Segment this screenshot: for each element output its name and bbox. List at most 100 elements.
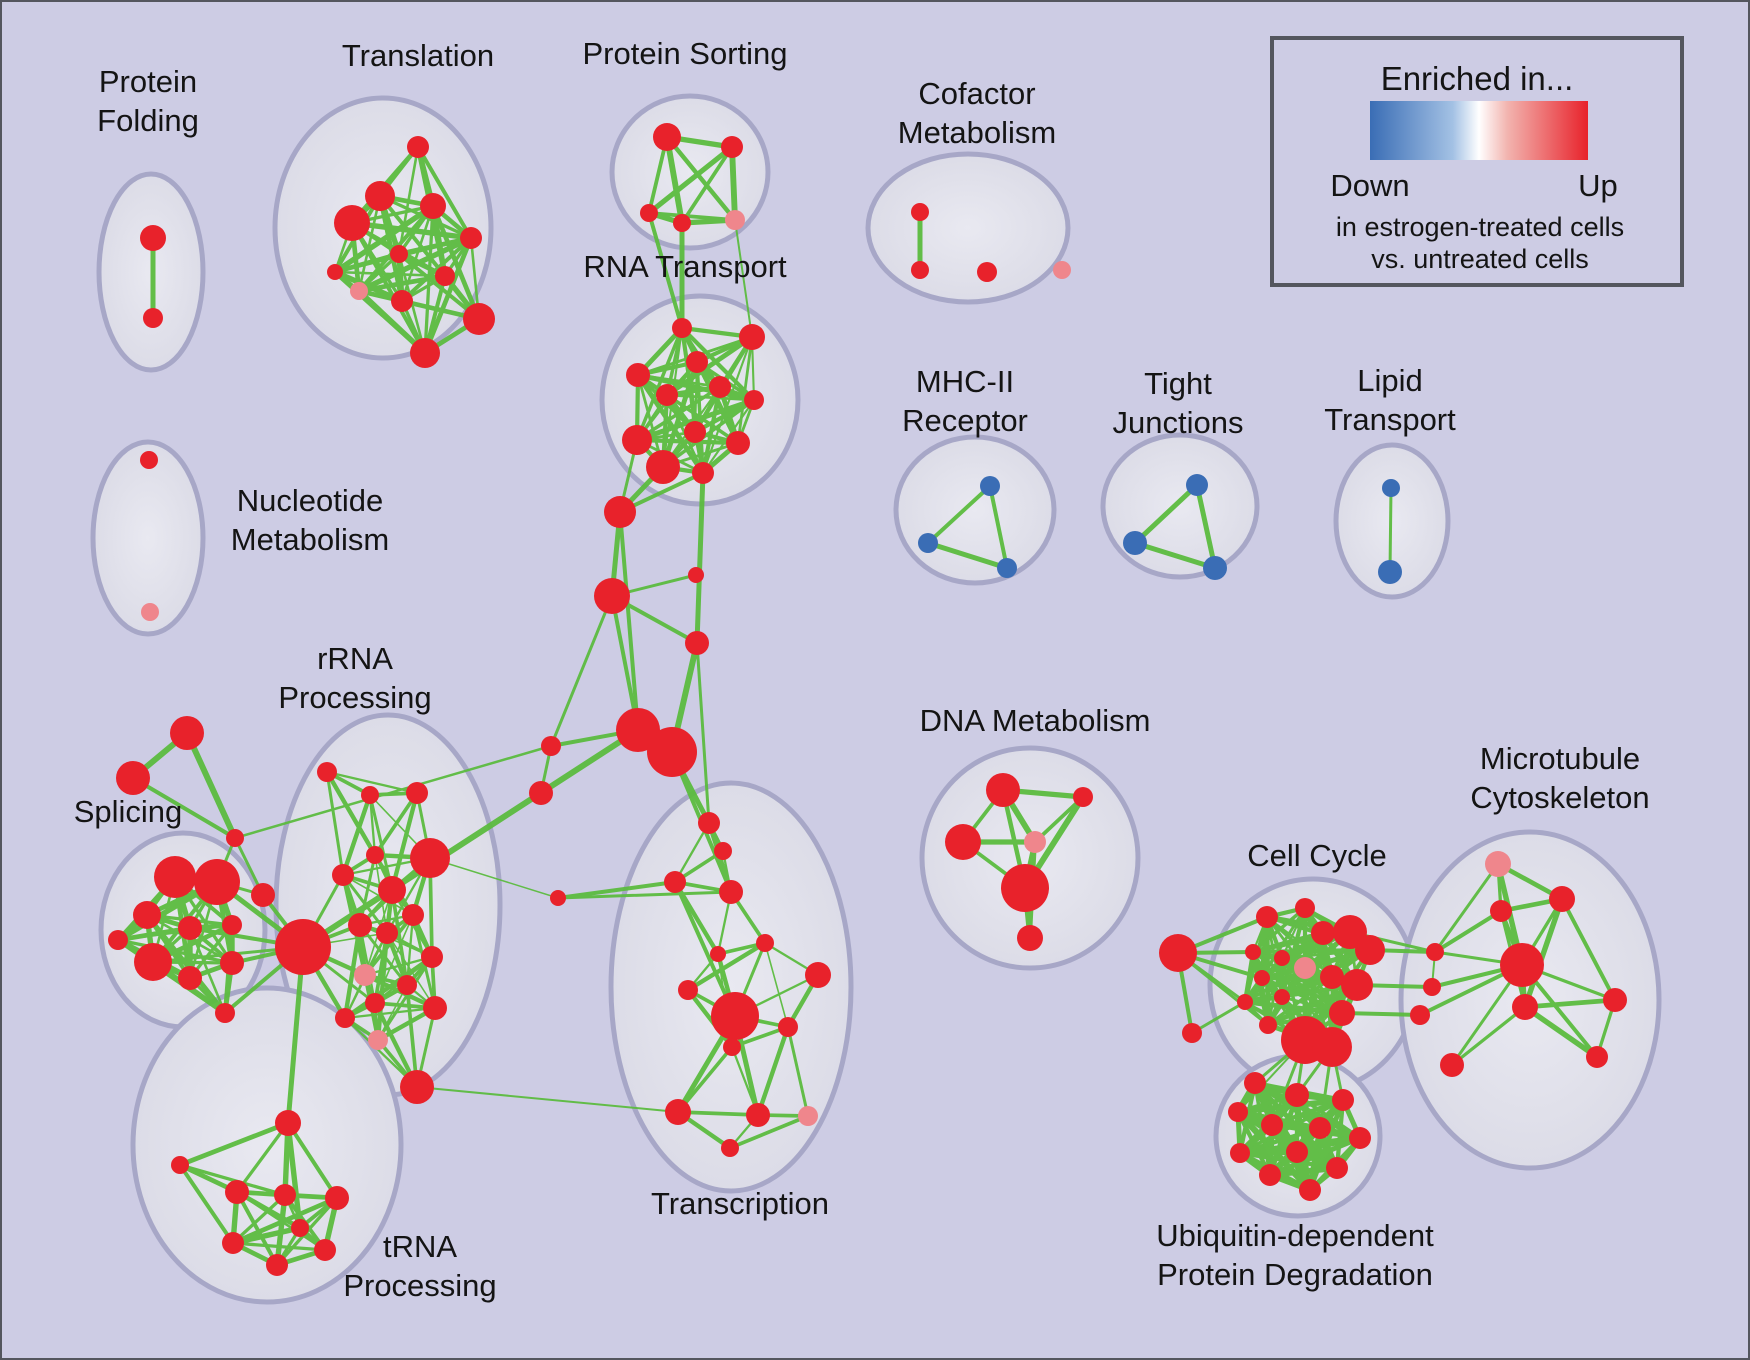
node-transcription-1[interactable] <box>714 842 732 860</box>
node-transcription-11[interactable] <box>665 1099 691 1125</box>
node-transcription-12[interactable] <box>746 1103 770 1127</box>
node-sorting-1[interactable] <box>721 136 743 158</box>
node-rrna-0[interactable] <box>317 762 337 782</box>
node-bb-7[interactable] <box>616 708 660 752</box>
node-rrna-3[interactable] <box>366 846 384 864</box>
node-translation-4[interactable] <box>460 227 482 249</box>
node-rrna-5[interactable] <box>378 876 406 904</box>
node-bb-5[interactable] <box>688 567 704 583</box>
node-transcription-10[interactable] <box>723 1038 741 1056</box>
node-bb-1[interactable] <box>116 761 150 795</box>
node-splicing-9[interactable] <box>108 930 128 950</box>
node-rna-8[interactable] <box>726 431 750 455</box>
node-dna-0[interactable] <box>986 773 1020 807</box>
node-bb-14[interactable] <box>1426 943 1444 961</box>
node-rna-11[interactable] <box>692 462 714 484</box>
node-transcription-13[interactable] <box>798 1106 818 1126</box>
node-cellcycle-5[interactable] <box>1245 944 1261 960</box>
node-cellcycle-12[interactable] <box>1274 989 1290 1005</box>
node-ubiquitin-7[interactable] <box>1230 1143 1250 1163</box>
node-cellcycle-13[interactable] <box>1259 1016 1277 1034</box>
node-rrna-14[interactable] <box>365 993 385 1013</box>
node-dna-3[interactable] <box>1024 831 1046 853</box>
node-rna-5[interactable] <box>709 376 731 398</box>
node-micro-3[interactable] <box>1500 943 1544 987</box>
node-splicing-3[interactable] <box>178 916 202 940</box>
node-sorting-4[interactable] <box>725 210 745 230</box>
node-bb-9[interactable] <box>541 736 561 756</box>
node-rrna-17[interactable] <box>400 1070 434 1104</box>
node-ubiquitin-10[interactable] <box>1259 1164 1281 1186</box>
node-translation-6[interactable] <box>435 266 455 286</box>
node-ubiquitin-4[interactable] <box>1261 1114 1283 1136</box>
node-rrna-12[interactable] <box>421 946 443 968</box>
node-bb-4[interactable] <box>594 578 630 614</box>
node-transcription-14[interactable] <box>721 1139 739 1157</box>
node-translation-3[interactable] <box>420 193 446 219</box>
node-transcription-6[interactable] <box>805 962 831 988</box>
node-tight-0[interactable] <box>1186 474 1208 496</box>
node-bb-0[interactable] <box>170 716 204 750</box>
node-bb-12[interactable] <box>1159 934 1197 972</box>
node-mhc-0[interactable] <box>980 476 1000 496</box>
node-cellcycle-16[interactable] <box>1312 1027 1352 1067</box>
node-bb-3[interactable] <box>604 496 636 528</box>
node-cellcycle-14[interactable] <box>1329 1000 1355 1026</box>
node-bb-10[interactable] <box>529 781 553 805</box>
node-rrna-2[interactable] <box>406 782 428 804</box>
node-folding-1[interactable] <box>143 308 163 328</box>
node-ubiquitin-3[interactable] <box>1228 1102 1248 1122</box>
node-splicing-1[interactable] <box>194 859 240 905</box>
node-rna-2[interactable] <box>686 351 708 373</box>
node-cellcycle-7[interactable] <box>1294 957 1316 979</box>
node-dna-5[interactable] <box>1017 925 1043 951</box>
node-transcription-0[interactable] <box>698 812 720 834</box>
node-rrna-6[interactable] <box>410 838 450 878</box>
node-sorting-2[interactable] <box>640 204 658 222</box>
node-translation-8[interactable] <box>391 290 413 312</box>
node-cellcycle-1[interactable] <box>1295 898 1315 918</box>
node-micro-1[interactable] <box>1549 886 1575 912</box>
node-translation-7[interactable] <box>350 282 368 300</box>
node-micro-7[interactable] <box>1586 1046 1608 1068</box>
node-rrna-1[interactable] <box>361 786 379 804</box>
node-trna-5[interactable] <box>222 1232 244 1254</box>
node-cellcycle-9[interactable] <box>1320 965 1344 989</box>
node-splicing-4[interactable] <box>222 915 242 935</box>
node-cofactor-3[interactable] <box>1053 261 1071 279</box>
node-trna-1[interactable] <box>171 1156 189 1174</box>
node-splicing-6[interactable] <box>178 966 202 990</box>
node-micro-4[interactable] <box>1512 994 1538 1020</box>
node-splicing-2[interactable] <box>133 901 161 929</box>
node-ubiquitin-8[interactable] <box>1286 1141 1308 1163</box>
node-cofactor-0[interactable] <box>911 203 929 221</box>
node-splicing-5[interactable] <box>134 943 172 981</box>
node-rna-0[interactable] <box>672 318 692 338</box>
node-transcription-8[interactable] <box>711 992 759 1040</box>
node-micro-5[interactable] <box>1603 988 1627 1012</box>
node-trna-4[interactable] <box>325 1186 349 1210</box>
node-ubiquitin-1[interactable] <box>1285 1083 1309 1107</box>
node-sorting-3[interactable] <box>673 214 691 232</box>
node-rna-6[interactable] <box>744 390 764 410</box>
node-transcription-5[interactable] <box>710 946 726 962</box>
node-rna-1[interactable] <box>739 324 765 350</box>
node-lipid-0[interactable] <box>1382 479 1400 497</box>
node-dna-2[interactable] <box>945 824 981 860</box>
node-rna-4[interactable] <box>656 384 678 406</box>
node-tight-2[interactable] <box>1203 556 1227 580</box>
node-transcription-7[interactable] <box>678 980 698 1000</box>
node-dna-4[interactable] <box>1001 864 1049 912</box>
node-bb-15[interactable] <box>1423 978 1441 996</box>
node-translation-1[interactable] <box>334 205 370 241</box>
node-rna-10[interactable] <box>646 450 680 484</box>
node-ubiquitin-6[interactable] <box>1349 1127 1371 1149</box>
node-rna-9[interactable] <box>622 425 652 455</box>
node-bb-13[interactable] <box>1182 1023 1202 1043</box>
node-transcription-9[interactable] <box>778 1017 798 1037</box>
node-rrna-16[interactable] <box>368 1030 388 1050</box>
node-ubiquitin-5[interactable] <box>1309 1117 1331 1139</box>
node-cellcycle-8[interactable] <box>1254 970 1270 986</box>
node-bb-17[interactable] <box>251 883 275 907</box>
node-trna-8[interactable] <box>291 1219 309 1237</box>
